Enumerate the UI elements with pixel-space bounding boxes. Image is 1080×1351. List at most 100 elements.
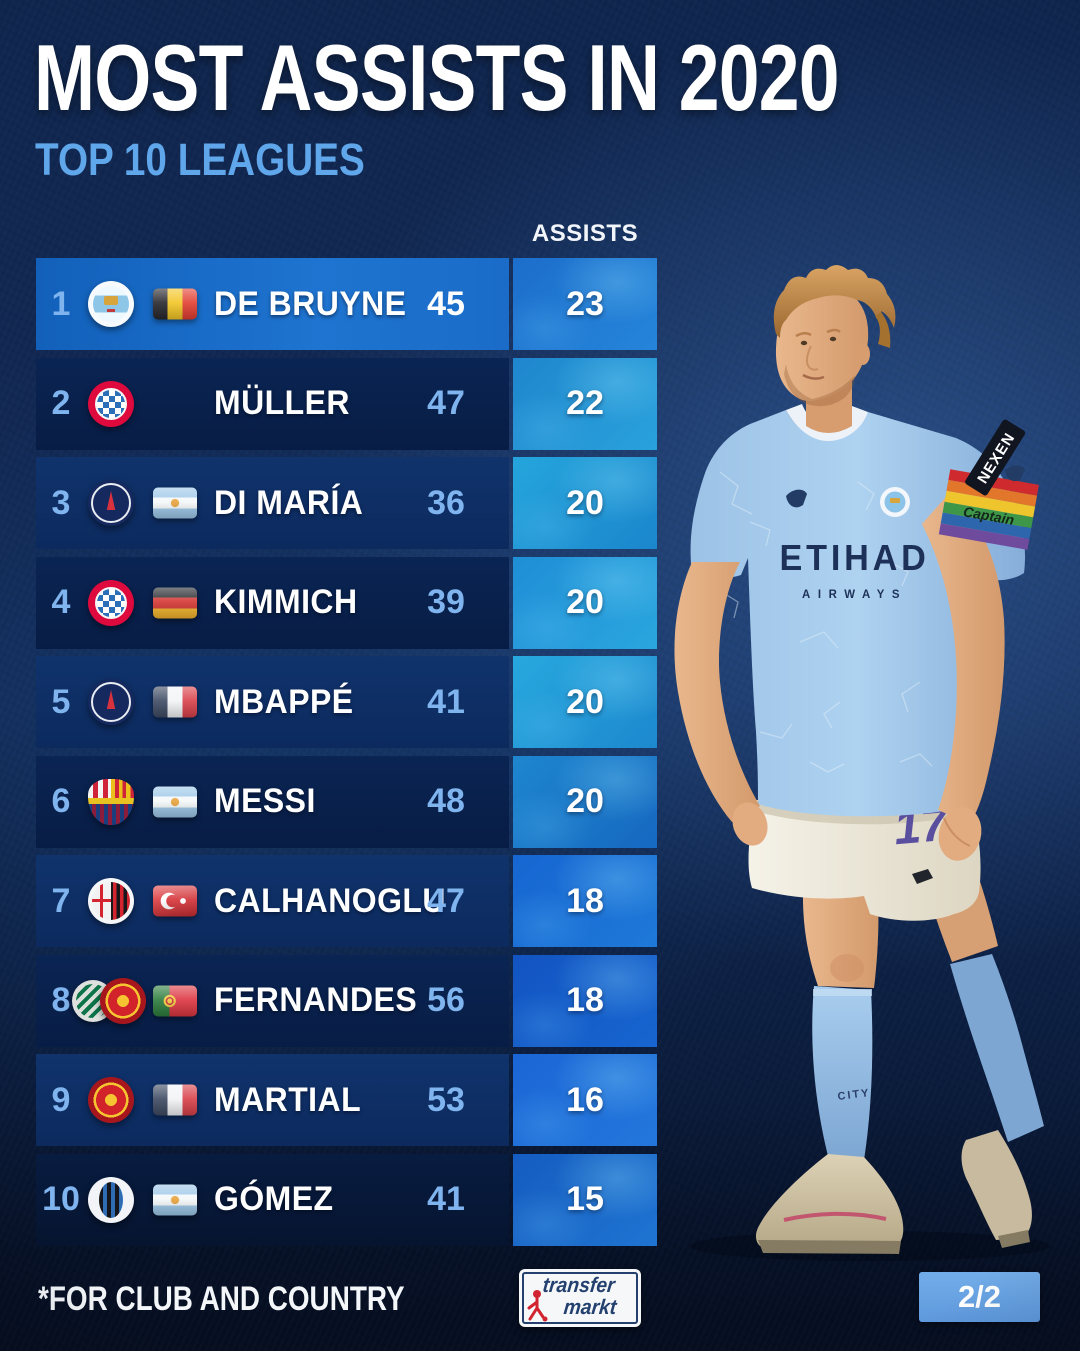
svg-text:ETIHAD: ETIHAD: [780, 538, 930, 578]
row-main: 1 DE BRUYNE 45: [36, 258, 509, 350]
assists-box: 20: [513, 556, 657, 649]
shirt-sponsor: ETIHAD AIRWAYS: [780, 538, 930, 601]
assists-box: 18: [513, 855, 657, 947]
row-main: 10 GÓMEZ 41: [36, 1153, 509, 1246]
country-flag-icon: [153, 786, 197, 817]
games-value: 53: [427, 1080, 465, 1119]
games-value: 41: [427, 682, 465, 721]
country-flag-icon: [153, 587, 197, 618]
club-crest-icon: [88, 579, 134, 626]
country-flag-icon: [153, 487, 197, 519]
table-row: 5 MBAPPÉ 41 20: [36, 656, 657, 748]
club-crest-icon: [88, 1176, 134, 1223]
games-value: 47: [427, 881, 465, 920]
ranking-table: 1 DE BRUYNE 45 23 2 MÜLLER 47 22 3: [36, 258, 657, 1246]
club-crest-icon: [88, 679, 134, 725]
country-flag-icon: [153, 686, 197, 718]
player-name: MARTIAL: [214, 1080, 362, 1119]
assists-box: 22: [513, 357, 657, 450]
player-name: CALHANOGLU: [214, 881, 446, 920]
assists-value: 23: [566, 284, 604, 323]
assists-value: 18: [566, 881, 604, 920]
club-crest-icon: [88, 281, 134, 327]
assists-box: 18: [513, 954, 657, 1047]
assists-value: 15: [566, 1180, 604, 1218]
club-crest-icon: [88, 380, 134, 427]
table-row: 8 FERNANDES 56 18: [36, 954, 657, 1047]
player-name: DI MARÍA: [214, 483, 364, 522]
player-photo-kevin-de-bruyne: CITY 17 ETIHA: [674, 265, 1050, 1261]
row-main: 8 FERNANDES 56: [36, 954, 509, 1047]
player-name: MÜLLER: [214, 384, 350, 422]
player-name: DE BRUYNE: [214, 284, 407, 323]
assists-value: 20: [566, 483, 604, 522]
games-value: 36: [427, 483, 465, 522]
games-value: 41: [427, 1180, 465, 1218]
table-row: 2 MÜLLER 47 22: [36, 357, 657, 450]
player-name: FERNANDES: [214, 981, 418, 1019]
assists-box: 15: [513, 1153, 657, 1246]
country-flag-icon: [153, 885, 197, 917]
club-crest-icon: [100, 977, 146, 1024]
table-row: 1 DE BRUYNE 45 23: [36, 258, 657, 350]
assists-value: 16: [566, 1080, 604, 1119]
games-value: 39: [427, 583, 465, 621]
player-name: MESSI: [214, 782, 316, 820]
row-main: 2 MÜLLER 47: [36, 357, 509, 450]
table-row: 7 CALHANOGLU 47 18: [36, 855, 657, 947]
club-crest-icon: [88, 878, 134, 924]
page-indicator: 2/2: [957, 1279, 1002, 1314]
rank-value: 2: [51, 384, 71, 422]
table-row: 4 KIMMICH 39 20: [36, 556, 657, 649]
player-name: MBAPPÉ: [214, 682, 354, 721]
transfermarkt-logo-text-2: markt: [562, 1296, 618, 1319]
row-main: 5 MBAPPÉ 41: [36, 656, 509, 748]
assists-box: 20: [513, 656, 657, 748]
page-subtitle: TOP 10 LEAGUES: [35, 134, 365, 185]
transfermarkt-logo-text-1: transfer: [541, 1274, 616, 1297]
games-value: 45: [427, 284, 465, 323]
club-crest-icon: [88, 778, 134, 825]
rank-value: 7: [51, 881, 71, 920]
country-flag-icon: [153, 1084, 197, 1116]
player-name: KIMMICH: [214, 583, 358, 621]
row-main: 9 MARTIAL 53: [36, 1054, 509, 1146]
rank-value: 9: [51, 1080, 71, 1119]
row-main: 3 DI MARÍA 36: [36, 457, 509, 549]
table-row: 9 MARTIAL 53 16: [36, 1054, 657, 1146]
table-row: 10 GÓMEZ 41 15: [36, 1153, 657, 1246]
assists-box: 23: [513, 258, 657, 350]
assists-box: 16: [513, 1054, 657, 1146]
row-main: 6 MESSI 48: [36, 755, 509, 848]
country-flag-icon: [153, 288, 197, 320]
country-flag-icon: [153, 985, 197, 1016]
column-header-assists: ASSISTS: [531, 220, 639, 247]
player-name: GÓMEZ: [214, 1180, 334, 1218]
footnote: *FOR CLUB AND COUNTRY: [38, 1280, 405, 1318]
club-crest-icon: [88, 1077, 134, 1123]
assists-box: 20: [513, 755, 657, 848]
games-value: 47: [427, 384, 465, 422]
rank-value: 10: [42, 1180, 80, 1218]
table-row: 3 DI MARÍA 36 20: [36, 457, 657, 549]
club-crest-icon: [88, 480, 134, 526]
rank-value: 3: [51, 483, 71, 522]
table-row: 6 MESSI 48 20: [36, 755, 657, 848]
games-value: 48: [427, 782, 465, 820]
rank-value: 5: [51, 682, 71, 721]
row-main: 7 CALHANOGLU 47: [36, 855, 509, 947]
rank-value: 6: [51, 782, 71, 820]
assists-value: 18: [566, 981, 604, 1019]
assists-value: 20: [566, 782, 604, 820]
row-main: 4 KIMMICH 39: [36, 556, 509, 649]
games-value: 56: [427, 981, 465, 1019]
assists-value: 20: [566, 682, 604, 721]
svg-text:AIRWAYS: AIRWAYS: [802, 588, 907, 601]
rank-value: 1: [51, 284, 71, 323]
rank-value: 4: [51, 583, 71, 621]
assists-value: 20: [566, 583, 604, 621]
assists-box: 20: [513, 457, 657, 549]
country-flag-icon: [153, 1184, 197, 1215]
player-front-leg: CITY: [755, 860, 904, 1254]
